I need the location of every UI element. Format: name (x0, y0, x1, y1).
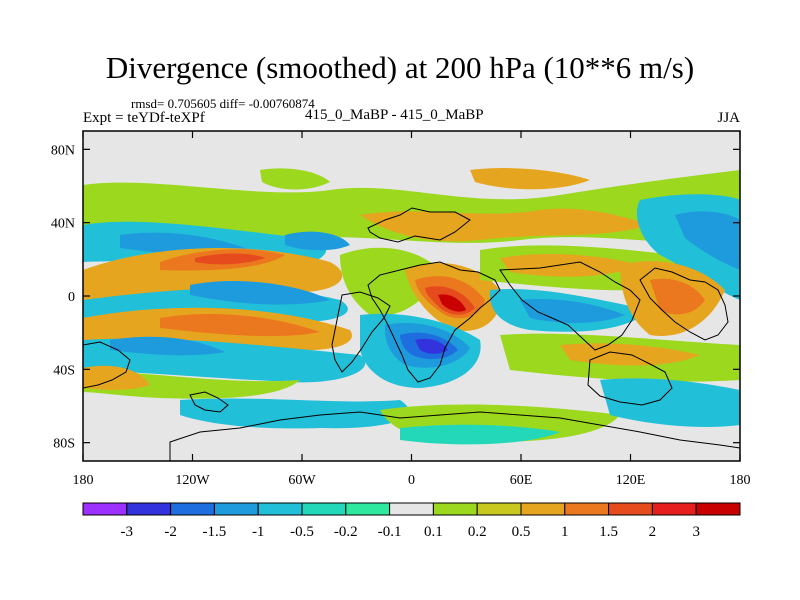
field-blue-south-band (110, 336, 225, 356)
y-tick-label: 40S (53, 363, 75, 378)
coastline-islands (189, 391, 229, 413)
center-subtitle: 415_0_MaBP - 415_0_MaBP (305, 107, 484, 123)
field-blue-indian (520, 299, 625, 323)
stats-text: rmsd= 0.705605 diff= -0.00760874 (131, 96, 315, 111)
colorbar-swatch (432, 502, 478, 516)
field-teal-southern-ocean (180, 398, 409, 429)
y-tick-label: 80N (51, 143, 75, 158)
field-orange-north-high (470, 168, 590, 190)
coastline-eurasia-north (367, 207, 471, 243)
coastline-east-asia (639, 267, 729, 341)
y-tick-label: 80S (53, 437, 75, 452)
colorbar-level-label: -0.5 (290, 524, 314, 540)
colorbar-swatch (82, 502, 128, 516)
y-tick-label: 0 (68, 290, 75, 305)
field-purpleblue-south-atlantic-min (415, 338, 448, 354)
y-tick-label: 40N (51, 217, 75, 232)
colorbar-level-label: 0.5 (512, 524, 531, 540)
colorbar-swatch (564, 502, 610, 516)
colorbar-level-label: -3 (121, 524, 134, 540)
divergence-field (83, 168, 740, 445)
colorbar-swatch (345, 502, 391, 516)
colorbar-level-label: -0.2 (334, 524, 358, 540)
coastline-india-asia (499, 261, 641, 351)
colorbar-swatch (520, 502, 566, 516)
colorbar-swatch (126, 502, 172, 516)
colorbar-swatch (476, 502, 522, 516)
colorbar-level-label: 3 (692, 524, 700, 540)
colorbar-swatch (389, 502, 434, 516)
x-tick-label: 0 (408, 473, 415, 488)
colorbar: -3 -2 -1.5 -1 -0.5 -0.2 -0.1 0.1 0.2 0.5 1 1.5 2 3 (82, 502, 741, 540)
colorbar-swatch (651, 502, 697, 516)
coastlines (83, 207, 740, 461)
field-darkorange-south-pacific (160, 313, 320, 337)
field-orange-indian (500, 254, 640, 277)
colorbar-swatch (608, 502, 653, 516)
colorbar-level-label: 2 (649, 524, 657, 540)
colorbar-level-label: -1.5 (203, 524, 227, 540)
field-teal-east-indian (600, 378, 740, 427)
colorbar-level-label: -2 (164, 524, 177, 540)
x-tick-label: 120E (616, 473, 646, 488)
chart-title: Divergence (smoothed) at 200 hPa (10**6 … (105, 50, 695, 85)
x-tick-label: 180 (73, 473, 94, 488)
season-label: JJA (717, 110, 740, 126)
field-blue-west-pacific (675, 211, 740, 270)
field-orange-north-band (360, 208, 650, 242)
colorbar-level-label: 1.5 (599, 524, 618, 540)
coastline-europe-africa (367, 261, 501, 383)
field-darkorange-west-pacific (650, 278, 705, 315)
x-tick-label: 60E (510, 473, 533, 488)
field-deepred-africa-max (438, 294, 466, 312)
colorbar-swatch (695, 502, 741, 516)
colorbar-level-label: 1 (561, 524, 569, 540)
coastline-australia (587, 351, 673, 406)
coastline-antarctica (169, 411, 740, 461)
x-tick-label: 60W (288, 473, 316, 488)
field-blue-north-pacific-2 (285, 231, 350, 251)
colorbar-swatch (213, 502, 259, 516)
left-subtitle: Expt = teYDf-teXPf (83, 110, 205, 126)
x-tick-label: 180 (730, 473, 751, 488)
colorbar-level-label: 0.2 (468, 524, 487, 540)
field-green-north-high (260, 168, 330, 190)
colorbar-swatch (301, 502, 347, 516)
x-tick-label: 120W (175, 473, 210, 488)
y-axis: 80N 40N 0 40S 80S (51, 143, 740, 452)
colorbar-level-label: -1 (252, 524, 265, 540)
field-teal-southern-high (400, 424, 560, 445)
field-blue-equatorial (190, 280, 330, 305)
coastline-south-america (331, 291, 391, 373)
coastline-north-america-west (83, 341, 131, 389)
colorbar-level-label: -0.1 (378, 524, 402, 540)
field-green-atlantic (340, 247, 440, 316)
x-axis: 180 120W 60W 0 60E 120E 180 (73, 131, 751, 488)
field-deepred-pacific (195, 253, 265, 265)
colorbar-swatch (257, 502, 303, 516)
colorbar-level-label: 0.1 (424, 524, 443, 540)
colorbar-swatch (170, 502, 215, 516)
